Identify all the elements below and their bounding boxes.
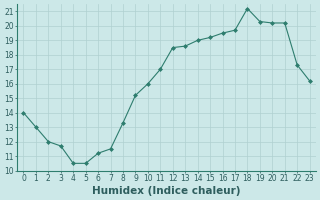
X-axis label: Humidex (Indice chaleur): Humidex (Indice chaleur) [92,186,241,196]
